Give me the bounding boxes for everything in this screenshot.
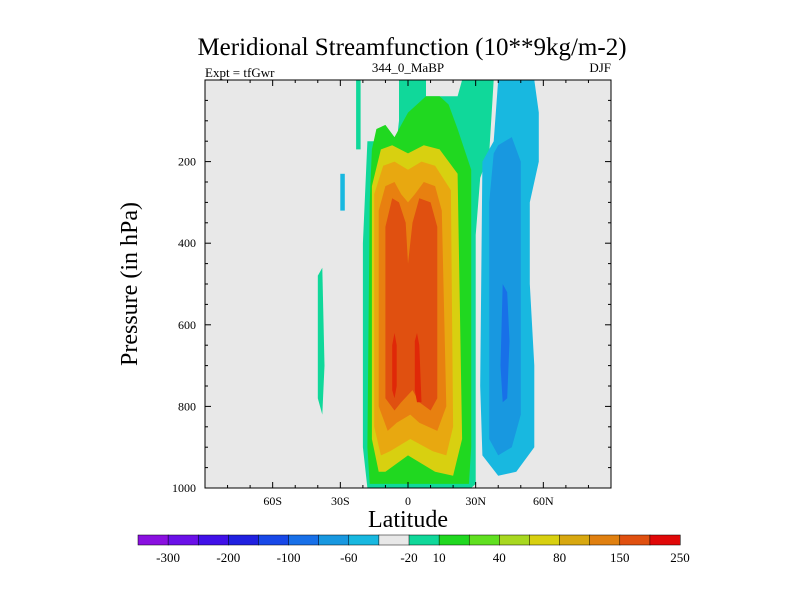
contour-band-10-isolated <box>317 267 325 415</box>
contour-band-neg20-sh <box>340 173 345 211</box>
contour-fills <box>317 80 539 488</box>
colorbar-swatch <box>288 534 320 546</box>
colorbar-swatch <box>258 534 290 546</box>
colorbar-label: -20 <box>400 550 417 565</box>
colorbar-swatch <box>137 534 169 546</box>
colorbar-swatch <box>197 534 229 546</box>
colorbar-swatch <box>499 534 530 546</box>
colorbar-swatch <box>378 534 410 546</box>
y-tick-label: 200 <box>178 155 196 169</box>
x-tick-label: 0 <box>405 494 411 508</box>
colorbar-swatch <box>348 534 380 546</box>
y-axis-ticks: 200 400 600 800 1000 <box>172 99 611 495</box>
chart-title: Meridional Streamfunction (10**9kg/m-2) <box>197 34 626 61</box>
colorbar: -300 -200 -100 -60 -20 10 40 80 150 250 <box>137 534 690 565</box>
colorbar-label: 250 <box>670 550 690 565</box>
colorbar-swatch <box>318 534 350 546</box>
colorbar-label: 10 <box>433 550 446 565</box>
chart-subtitle-right: DJF <box>589 60 611 75</box>
colorbar-label: -60 <box>340 550 357 565</box>
colorbar-label: 80 <box>553 550 566 565</box>
contour-band-neg100 <box>500 284 510 403</box>
contour-band-200 <box>385 198 438 411</box>
colorbar-swatch <box>438 534 470 546</box>
colorbar-swatch <box>468 534 500 546</box>
y-axis-label: Pressure (in hPa) <box>117 202 143 366</box>
colorbar-swatch <box>408 534 440 546</box>
colorbar-swatch <box>529 534 561 546</box>
x-axis-label: Latitude <box>368 507 448 533</box>
colorbar-label: -300 <box>156 550 180 565</box>
colorbar-label: 40 <box>493 550 506 565</box>
chart-subtitle-center: 344_0_MaBP <box>372 60 444 75</box>
colorbar-swatch <box>167 534 199 546</box>
y-tick-label: 400 <box>178 236 196 250</box>
colorbar-label: -100 <box>277 550 301 565</box>
y-tick-label: 800 <box>178 399 196 413</box>
y-tick-label: 1000 <box>172 481 196 495</box>
x-tick-label: 30N <box>465 494 486 508</box>
colorbar-swatch <box>649 534 681 546</box>
contour-band-250-right <box>414 333 422 403</box>
contour-band-250-left <box>392 333 397 399</box>
x-tick-label: 30S <box>331 494 350 508</box>
chart-subtitle-left: Expt = tfGwr <box>205 65 275 80</box>
x-tick-label: 60N <box>533 494 554 508</box>
contour-band-10-upper-sh <box>356 80 361 150</box>
colorbar-swatch <box>228 534 259 546</box>
colorbar-swatch <box>589 534 621 546</box>
colorbar-label: -200 <box>216 550 240 565</box>
colorbar-swatch <box>619 534 651 546</box>
x-tick-label: 60S <box>263 494 282 508</box>
y-tick-label: 600 <box>178 318 196 332</box>
colorbar-label: 150 <box>610 550 630 565</box>
x-axis-ticks: 60S 30S 0 30N 60N <box>227 80 589 508</box>
colorbar-swatch <box>559 534 591 546</box>
